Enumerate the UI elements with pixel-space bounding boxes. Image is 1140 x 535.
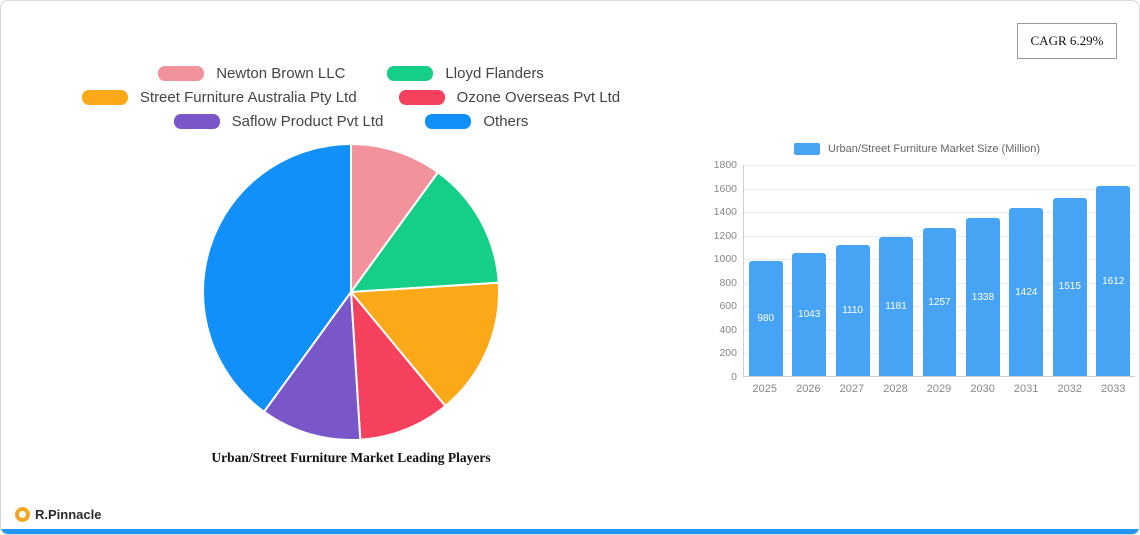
bar-column: 1257 (918, 165, 961, 376)
gridline (744, 212, 1135, 214)
x-tick-label: 2026 (796, 383, 821, 395)
legend-item[interactable]: Saflow Product Pvt Ltd (173, 113, 384, 130)
bar[interactable]: 1612 (1096, 186, 1131, 376)
x-tick-label: 2028 (883, 383, 908, 395)
y-tick-label: 1600 (713, 182, 737, 195)
x-tick-label: 2029 (926, 383, 952, 395)
bar-value-label: 1338 (971, 291, 995, 303)
legend-swatch (158, 66, 205, 81)
bar-plot: 980 1043 1110 1181 1257 1338 1424 1515 1612 (743, 165, 1135, 377)
y-tick-label: 1200 (713, 229, 737, 242)
x-tick-label: 2032 (1057, 383, 1082, 395)
cagr-badge: CAGR 6.29% (1017, 23, 1117, 59)
bar-value-label: 1043 (798, 309, 821, 321)
y-tick-label: 400 (719, 323, 737, 336)
bar-column: 980 (744, 165, 787, 376)
pie-slice[interactable] (348, 281, 501, 408)
legend-item[interactable]: Newton Brown LLC (158, 65, 345, 82)
brand-name: R.Pinnacle (35, 507, 102, 522)
bars: 980 1043 1110 1181 1257 1338 1424 1515 1612 (744, 165, 1135, 376)
gridline (744, 188, 1135, 190)
bar-value-label: 1515 (1058, 281, 1081, 293)
pie-chart-panel: Newton Brown LLC Lloyd Flanders Street Fur… (61, 65, 641, 466)
y-tick-label: 0 (731, 371, 737, 383)
bar-column: 1338 (961, 165, 1004, 376)
bar-column: 1515 (1048, 165, 1091, 376)
bar-column: 1181 (874, 165, 917, 376)
x-tick-label: 2030 (970, 383, 995, 395)
legend-label: Lloyd Flanders (445, 65, 544, 82)
cagr-label: CAGR 6.29% (1030, 33, 1104, 48)
y-tick-label: 600 (719, 300, 737, 313)
legend-label: Saflow Product Pvt Ltd (231, 113, 384, 130)
y-tick-label: 800 (719, 276, 737, 289)
bar-chart-panel: Urban/Street Furniture Market Size (Mill… (699, 143, 1135, 395)
pie-slice[interactable] (348, 170, 500, 294)
y-tick-label: 1400 (713, 206, 737, 219)
legend-item[interactable]: Lloyd Flanders (387, 65, 544, 82)
bar[interactable]: 1515 (1052, 197, 1087, 376)
legend-swatch (173, 114, 220, 129)
pie-slice[interactable] (262, 289, 362, 442)
bar-legend-swatch (793, 143, 820, 155)
pie-legend-row: Saflow Product Pvt Ltd Others (61, 113, 641, 130)
pie-legend-row: Newton Brown LLC Lloyd Flanders (61, 65, 641, 82)
bar[interactable]: 1424 (1009, 208, 1044, 376)
bar-value-label: 1612 (1102, 275, 1125, 287)
legend-item[interactable]: Street Furniture Australia Pty Ltd (81, 89, 357, 106)
pinnacle-logo-icon (15, 507, 30, 522)
bar[interactable]: 980 (748, 260, 783, 376)
x-tick-label: 2025 (752, 383, 778, 395)
bar[interactable]: 1043 (792, 253, 827, 376)
bar-legend-label: Urban/Street Furniture Market Size (Mill… (827, 143, 1041, 155)
bar-column: 1424 (1005, 165, 1048, 376)
legend-swatch (387, 66, 434, 81)
bar-value-label: 1110 (842, 305, 863, 317)
bar-column: 1110 (831, 165, 874, 376)
pie-legend-row: Street Furniture Australia Pty Ltd Ozone … (61, 89, 641, 106)
bar-column: 1612 (1092, 165, 1135, 376)
brand: R.Pinnacle (15, 507, 101, 522)
legend-swatch (425, 114, 472, 129)
bar-value-label: 1257 (928, 296, 951, 308)
pie-chart-title: Urban/Street Furniture Market Leading Pl… (211, 450, 491, 465)
pie-slice[interactable] (349, 288, 447, 441)
bar[interactable]: 1110 (835, 245, 870, 376)
bar-value-label: 1181 (885, 300, 907, 312)
legend-label: Newton Brown LLC (216, 65, 346, 82)
x-labels: 2025 2026 2027 2028 2029 2030 2031 2032 2033 (743, 383, 1135, 395)
bar-legend[interactable]: Urban/Street Furniture Market Size (Mill… (699, 143, 1135, 155)
gridline (744, 165, 1135, 166)
pie-chart (201, 142, 501, 442)
bar[interactable]: 1338 (965, 218, 1000, 376)
bar-column: 1043 (787, 165, 830, 376)
legend-item[interactable]: Others (425, 113, 528, 130)
legend-swatch (398, 90, 445, 105)
bar-value-label: 1424 (1015, 286, 1038, 298)
bar-value-label: 980 (757, 312, 775, 324)
pie-slice[interactable] (350, 142, 440, 296)
pie-slice[interactable] (202, 142, 352, 414)
legend-label: Street Furniture Australia Pty Ltd (139, 89, 357, 106)
x-tick-label: 2033 (1101, 383, 1126, 395)
y-tick-label: 1000 (713, 253, 737, 266)
y-tick-label: 200 (719, 347, 737, 360)
bar-ylabels: 0 200 400 600 800 1000 1200 1400 1600 1800 (699, 159, 737, 383)
legend-label: Others (483, 113, 529, 130)
legend-swatch (81, 90, 128, 105)
y-tick-label: 1800 (713, 159, 737, 171)
pie-legend: Newton Brown LLC Lloyd Flanders Street Fur… (61, 65, 641, 130)
legend-item[interactable]: Ozone Overseas Pvt Ltd (398, 89, 621, 106)
bar-plot-outer: 0 200 400 600 800 1000 1200 1400 1600 1800 980 104… (699, 159, 1135, 395)
legend-label: Ozone Overseas Pvt Ltd (456, 89, 621, 106)
bar[interactable]: 1181 (879, 236, 913, 376)
x-tick-label: 2031 (1013, 383, 1039, 395)
bar[interactable]: 1257 (922, 228, 957, 376)
bottom-accent-bar (1, 529, 1139, 534)
pie-svg (202, 142, 501, 442)
x-tick-label: 2027 (839, 383, 865, 395)
